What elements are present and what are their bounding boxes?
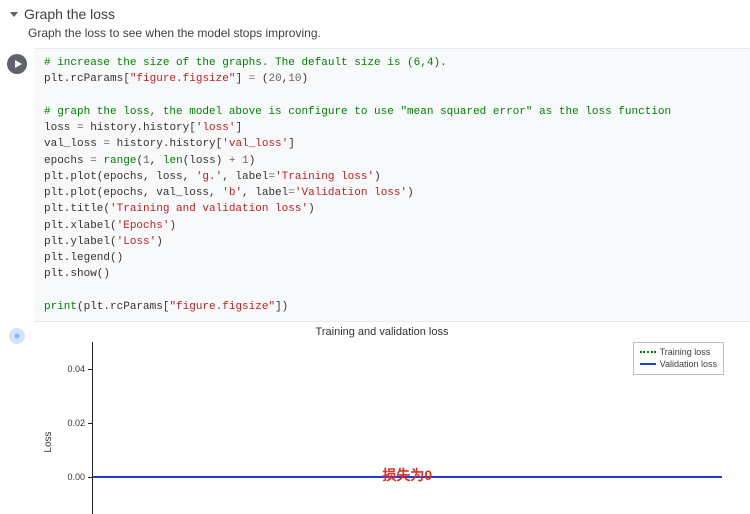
y-tick: 0.04 — [87, 369, 93, 370]
chart-annotation: 损失为0 — [382, 465, 432, 485]
output-indicator-icon — [9, 328, 25, 344]
y-tick-label: 0.00 — [57, 472, 85, 482]
y-tick-label: 0.02 — [57, 418, 85, 428]
y-tick-label: 0.04 — [57, 364, 85, 374]
output-gutter — [0, 322, 34, 514]
run-button[interactable] — [7, 54, 27, 74]
output-cell: Training and validation loss Training lo… — [0, 322, 750, 514]
chart: Training and validation loss Training lo… — [34, 326, 730, 514]
play-icon — [15, 60, 22, 68]
chevron-down-icon — [10, 12, 18, 17]
section-header[interactable]: Graph the loss — [0, 0, 750, 24]
output-area: Training and validation loss Training lo… — [34, 322, 750, 514]
code-cell: # increase the size of the graphs. The d… — [0, 48, 750, 322]
y-axis-label: Loss — [43, 432, 54, 453]
cell-gutter — [0, 48, 34, 322]
plot-area: 0.040.020.00-0.02损失为0DF — [92, 342, 722, 514]
section-title: Graph the loss — [24, 6, 115, 22]
section-description: Graph the loss to see when the model sto… — [0, 24, 750, 48]
chart-title: Training and validation loss — [34, 326, 730, 338]
code-editor[interactable]: # increase the size of the graphs. The d… — [34, 48, 750, 322]
y-tick: 0.02 — [87, 423, 93, 424]
